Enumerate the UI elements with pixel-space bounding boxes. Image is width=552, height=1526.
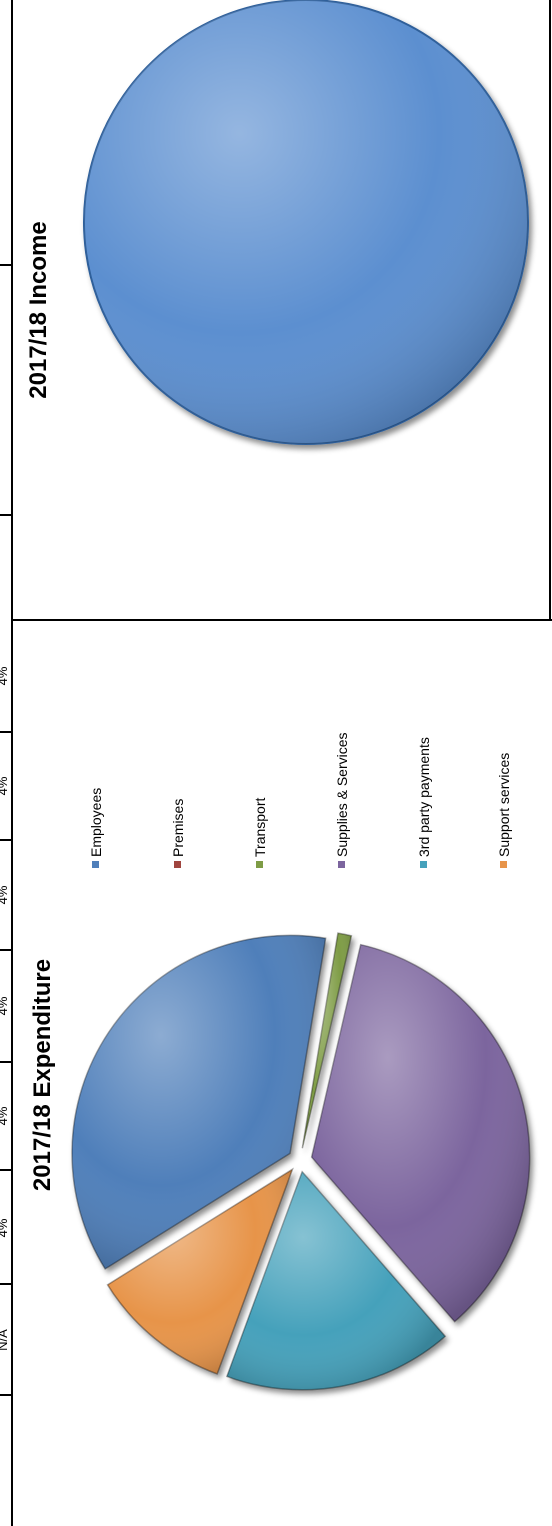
income-title: 2017/18 Income bbox=[25, 221, 52, 398]
expenditure-chart: 2017/18 Expenditure Employees Premises Tra… bbox=[29, 732, 531, 1391]
legend-label-0: Employees bbox=[88, 788, 104, 857]
expenditure-slice-4 bbox=[225, 1170, 447, 1391]
expenditure-slice-gloss-0 bbox=[72, 935, 326, 1269]
legend-label-5: Support services bbox=[496, 753, 512, 857]
legend-label-4: 3rd party payments bbox=[416, 737, 432, 857]
expenditure-slice-2 bbox=[301, 932, 353, 1149]
legend-item-5: Support services bbox=[496, 753, 512, 868]
edge-fragment-6: 4% bbox=[0, 666, 10, 685]
edge-fragment-0: N/A bbox=[0, 1329, 10, 1351]
expenditure-slice-gloss-3 bbox=[311, 944, 530, 1322]
income-pie bbox=[83, 0, 529, 445]
legend-swatch-0 bbox=[92, 861, 99, 868]
expenditure-slice-gloss-4 bbox=[226, 1171, 446, 1390]
expenditure-legend: Employees Premises Transport Supplies & Ser… bbox=[88, 732, 512, 868]
legend-swatch-2 bbox=[256, 861, 263, 868]
expenditure-slice-0 bbox=[71, 934, 327, 1270]
legend-swatch-3 bbox=[338, 861, 345, 868]
edge-text-fragments: N/A 4% 4% 4% 4% 4% 4% bbox=[0, 666, 10, 1351]
expenditure-slice-5 bbox=[106, 1167, 294, 1375]
legend-swatch-4 bbox=[420, 861, 427, 868]
legend-item-4: 3rd party payments bbox=[416, 737, 432, 868]
income-slice-gloss-0 bbox=[83, 0, 528, 444]
income-chart: 2017/18 Income bbox=[25, 0, 529, 445]
expenditure-slice-3 bbox=[310, 943, 531, 1323]
edge-fragment-5: 4% bbox=[0, 776, 10, 795]
legend-item-0: Employees bbox=[88, 788, 104, 868]
legend-item-2: Transport bbox=[252, 797, 268, 868]
edge-fragment-1: 4% bbox=[0, 1218, 10, 1237]
legend-swatch-1 bbox=[174, 861, 181, 868]
legend-swatch-5 bbox=[500, 861, 507, 868]
edge-fragment-2: 4% bbox=[0, 1106, 10, 1125]
edge-fragment-4: 4% bbox=[0, 885, 10, 904]
expenditure-slice-gloss-5 bbox=[107, 1169, 293, 1374]
expenditure-pie bbox=[71, 932, 531, 1391]
edge-fragment-3: 4% bbox=[0, 996, 10, 1015]
legend-label-2: Transport bbox=[252, 797, 268, 857]
legend-item-3: Supplies & Services bbox=[334, 732, 350, 868]
legend-item-1: Premises bbox=[170, 799, 186, 868]
legend-label-3: Supplies & Services bbox=[334, 732, 350, 857]
expenditure-slice-gloss-2 bbox=[302, 933, 352, 1149]
legend-label-1: Premises bbox=[170, 799, 186, 857]
expenditure-title: 2017/18 Expenditure bbox=[29, 959, 56, 1191]
